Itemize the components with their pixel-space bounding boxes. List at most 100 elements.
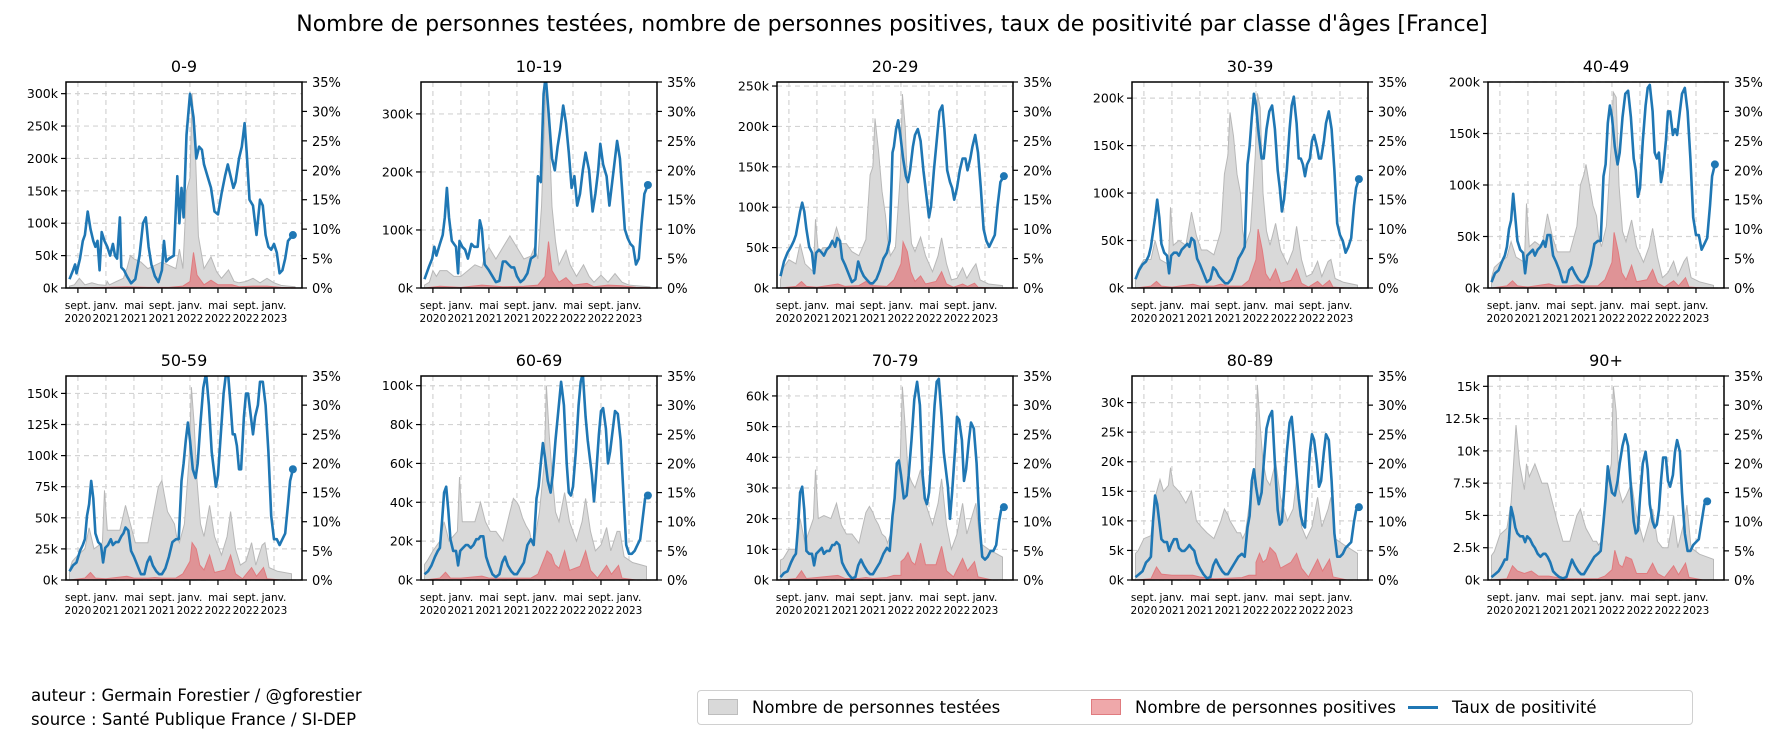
plot-content: [423, 82, 651, 288]
plot-content: [1490, 83, 1717, 288]
rate-line: [1490, 433, 1709, 580]
x-tick-month: mai: [919, 592, 939, 604]
panel-title: 10-19: [516, 57, 563, 76]
x-tick-year: 2023: [616, 313, 643, 325]
x-tick-year: 2022: [205, 605, 232, 617]
plot-content: [423, 376, 649, 580]
x-tick-month: mai: [835, 592, 855, 604]
left-tick-label: 100k: [1449, 178, 1481, 193]
left-tick-label: 0k: [1465, 281, 1481, 296]
right-tick-label: 35%: [1734, 76, 1763, 91]
x-tick-month: janv.: [177, 300, 203, 312]
x-tick-month: mai: [1546, 592, 1566, 604]
x-tick-year: 2022: [532, 313, 559, 325]
x-tick-month: sept.: [1571, 300, 1597, 312]
right-tick-label: 20%: [1378, 457, 1407, 472]
x-tick-month: janv.: [448, 592, 474, 604]
right-tick-label: 15%: [1023, 487, 1052, 502]
right-tick-label: 15%: [312, 194, 341, 209]
x-tick-month: mai: [479, 592, 499, 604]
rate-line: [1490, 83, 1717, 284]
left-tick-label: 125k: [27, 417, 59, 432]
x-tick-year: 2021: [832, 313, 859, 325]
x-tick-month: mai: [1546, 300, 1566, 312]
left-tick-label: 0k: [1465, 573, 1481, 588]
x-tick-month: sept.: [233, 300, 259, 312]
right-tick-label: 30%: [1023, 105, 1052, 120]
x-tick-year: 2022: [888, 313, 915, 325]
right-tick-label: 35%: [1734, 370, 1763, 385]
x-tick-month: sept.: [149, 300, 175, 312]
author-credit: auteur : Germain Forestier / @gforestier: [31, 686, 362, 705]
right-tick-label: 25%: [1023, 135, 1052, 150]
right-tick-label: 0%: [312, 574, 333, 589]
left-tick-label: 100k: [27, 216, 59, 231]
x-tick-year: 2022: [1599, 605, 1626, 617]
rate-line: [1134, 92, 1361, 285]
rate-line: [1134, 409, 1360, 580]
x-tick-year: 2021: [832, 605, 859, 617]
x-tick-month: janv.: [532, 300, 558, 312]
x-tick-year: 2022: [177, 605, 204, 617]
x-tick-month: janv.: [1599, 300, 1625, 312]
x-tick-year: 2021: [1543, 313, 1570, 325]
x-tick-month: janv.: [1243, 592, 1269, 604]
x-tick-year: 2021: [476, 313, 503, 325]
left-tick-label: 100k: [738, 200, 770, 215]
right-tick-label: 30%: [312, 399, 341, 414]
x-tick-year: 2022: [560, 605, 587, 617]
x-tick-month: sept.: [1215, 592, 1241, 604]
panel-title: 40-49: [1583, 57, 1630, 76]
source-credit: source : Santé Publique France / SI-DEP: [31, 710, 357, 729]
x-tick-month: janv.: [1515, 592, 1541, 604]
left-tick-label: 50k: [746, 419, 770, 434]
rate-last-point: [1710, 160, 1719, 169]
panel-70-79: 0k 10k 20k 30k 40k 50k 60k 0% 5% 10% 15% 20% 25% 30% 3…: [746, 351, 1052, 617]
rate-last-point: [1703, 497, 1712, 506]
right-tick-label: 20%: [1023, 164, 1052, 179]
right-tick-label: 30%: [1378, 105, 1407, 120]
x-tick-month: sept.: [65, 592, 91, 604]
rate-last-point: [288, 231, 297, 240]
legend-item-tested: Nombre de personnes testées: [708, 691, 1000, 723]
panel-30-39: 0k 50k 100k 150k 200k 0% 5% 10% 15% 20% 25% 30% 35% s…: [1093, 57, 1407, 325]
right-tick-label: 15%: [1378, 487, 1407, 502]
x-tick-year: 2021: [804, 313, 831, 325]
right-tick-label: 5%: [1378, 253, 1399, 268]
x-tick-year: 2021: [1543, 605, 1570, 617]
rate-line: [779, 377, 1005, 580]
x-tick-year: 2022: [888, 605, 915, 617]
x-tick-year: 2021: [504, 605, 531, 617]
figure-title: Nombre de personnes testées, nombre de p…: [296, 12, 1488, 37]
tested-area: [424, 385, 647, 580]
panel-80-89: 0k 5k 10k 15k 20k 25k 30k 0% 5% 10% 15% 20% 25% 30% 35…: [1101, 351, 1407, 617]
x-tick-month: mai: [208, 300, 228, 312]
right-tick-label: 15%: [1023, 194, 1052, 209]
x-tick-month: sept.: [860, 592, 886, 604]
right-tick-label: 30%: [312, 105, 341, 120]
right-tick-label: 5%: [1734, 253, 1755, 268]
x-tick-year: 2023: [1683, 605, 1710, 617]
left-tick-label: 0k: [398, 573, 414, 588]
x-tick-year: 2021: [121, 605, 148, 617]
x-tick-month: sept.: [944, 592, 970, 604]
x-tick-month: sept.: [776, 592, 802, 604]
right-tick-label: 15%: [1734, 194, 1763, 209]
left-tick-label: 20k: [746, 511, 770, 526]
right-tick-label: 5%: [1734, 545, 1755, 560]
x-tick-month: janv.: [93, 592, 119, 604]
positive-swatch-icon: [1091, 699, 1121, 715]
left-tick-label: 100k: [27, 448, 59, 463]
plot-content: [68, 376, 295, 580]
x-tick-year: 2020: [420, 313, 447, 325]
x-tick-year: 2022: [205, 313, 232, 325]
right-tick-label: 10%: [1023, 223, 1052, 238]
left-tick-label: 0k: [1109, 281, 1125, 296]
x-tick-month: mai: [1630, 300, 1650, 312]
x-tick-month: janv.: [1327, 592, 1353, 604]
left-tick-label: 12.5k: [1445, 411, 1481, 426]
left-tick-label: 100k: [382, 378, 414, 393]
legend-label-positive: Nombre de personnes positives: [1135, 697, 1396, 717]
left-tick-label: 5k: [1465, 508, 1481, 523]
x-tick-month: sept.: [588, 300, 614, 312]
